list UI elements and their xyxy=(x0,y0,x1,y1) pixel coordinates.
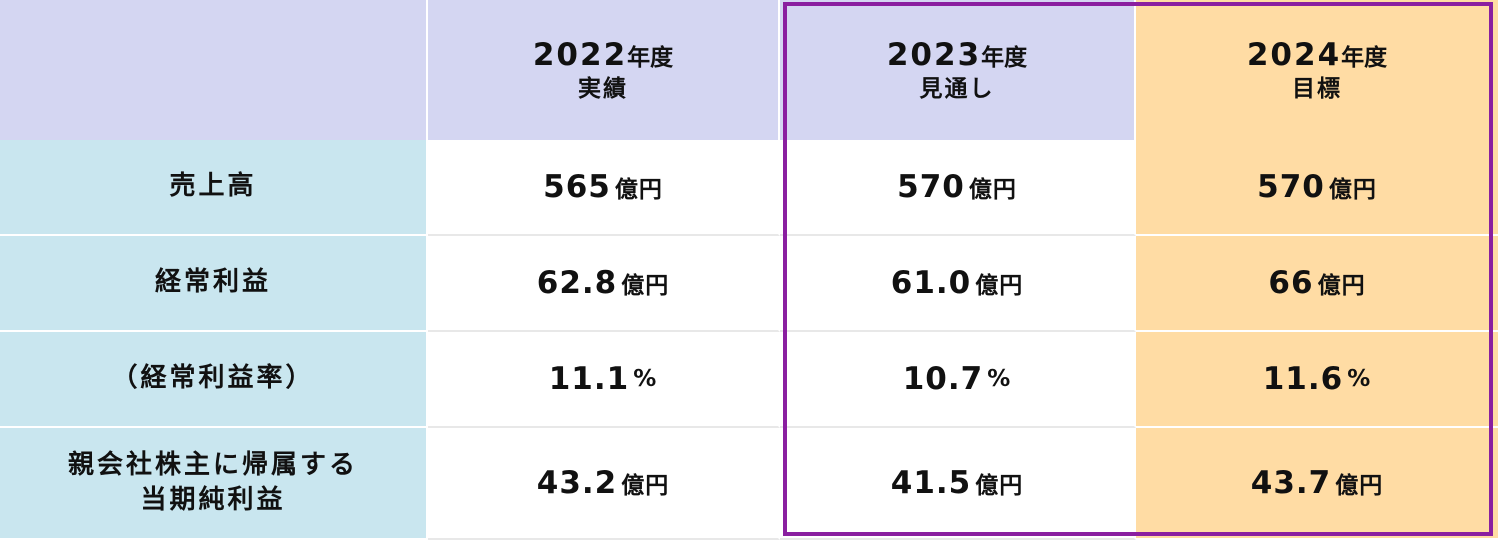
sales-2024: 570 億円 xyxy=(1136,140,1500,236)
header-2024: 2024年度 目標 xyxy=(1136,0,1500,140)
margin-2022-unit: % xyxy=(633,366,658,392)
margin-2023-value: 10.7 xyxy=(902,361,984,397)
net-income-2023: 41.5 億円 xyxy=(780,428,1136,540)
net-income-2022-unit: 億円 xyxy=(621,473,670,499)
header-2022-year-line: 2022年度 xyxy=(533,36,673,75)
net-income-2024-value: 43.7 xyxy=(1250,465,1332,501)
header-2022: 2022年度 実績 xyxy=(428,0,780,140)
ordinary-profit-2023-value: 61.0 xyxy=(890,265,972,301)
sales-2024-unit: 億円 xyxy=(1328,177,1377,203)
sales-2022-value: 565 xyxy=(543,169,611,205)
sales-2023: 570 億円 xyxy=(780,140,1136,236)
margin-2024-unit: % xyxy=(1347,366,1372,392)
sales-2023-unit: 億円 xyxy=(968,177,1017,203)
sales-2024-value: 570 xyxy=(1257,169,1325,205)
header-2023-sub: 見通し xyxy=(919,76,995,102)
header-2022-sub: 実績 xyxy=(578,76,628,102)
row-label-net-income-line2: 当期純利益 xyxy=(140,485,286,515)
header-2024-sub: 目標 xyxy=(1292,76,1342,102)
row-label-net-income: 親会社株主に帰属する 当期純利益 xyxy=(0,428,428,540)
margin-2024-value: 11.6 xyxy=(1262,361,1344,397)
ordinary-profit-2022-unit: 億円 xyxy=(621,273,670,299)
margin-2023-unit: % xyxy=(987,366,1012,392)
net-income-2022: 43.2 億円 xyxy=(428,428,780,540)
margin-2022-value: 11.1 xyxy=(548,361,630,397)
row-label-ordinary-profit: 経常利益 xyxy=(0,236,428,332)
ordinary-profit-2022-value: 62.8 xyxy=(536,265,618,301)
header-2024-year: 2024 xyxy=(1246,37,1342,74)
header-2022-year: 2022 xyxy=(532,37,628,74)
net-income-2024-unit: 億円 xyxy=(1335,473,1384,499)
header-2024-year-line: 2024年度 xyxy=(1247,36,1387,75)
net-income-2022-value: 43.2 xyxy=(536,465,618,501)
ordinary-profit-2024: 66 億円 xyxy=(1136,236,1500,332)
header-2024-suffix: 年度 xyxy=(1341,45,1388,72)
ordinary-profit-2023: 61.0 億円 xyxy=(780,236,1136,332)
sales-2022-unit: 億円 xyxy=(614,177,663,203)
margin-2024: 11.6% xyxy=(1136,332,1500,428)
header-2023: 2023年度 見通し xyxy=(780,0,1136,140)
row-label-net-income-line1: 親会社株主に帰属する xyxy=(67,449,358,480)
ordinary-profit-2024-value: 66 xyxy=(1268,265,1314,301)
net-income-2024: 43.7 億円 xyxy=(1136,428,1500,540)
margin-2022: 11.1% xyxy=(428,332,780,428)
ordinary-profit-2023-unit: 億円 xyxy=(975,273,1024,299)
row-label-ordinary-profit-margin: （経常利益率） xyxy=(0,332,428,428)
header-2022-suffix: 年度 xyxy=(627,45,674,72)
net-income-2023-value: 41.5 xyxy=(890,465,972,501)
sales-2023-value: 570 xyxy=(897,169,965,205)
margin-2023: 10.7% xyxy=(780,332,1136,428)
sales-2022: 565 億円 xyxy=(428,140,780,236)
ordinary-profit-2024-unit: 億円 xyxy=(1317,273,1366,299)
header-corner xyxy=(0,0,428,140)
ordinary-profit-2022: 62.8 億円 xyxy=(428,236,780,332)
header-2023-suffix: 年度 xyxy=(981,45,1028,72)
header-2023-year: 2023 xyxy=(886,37,982,74)
row-label-sales: 売上高 xyxy=(0,140,428,236)
net-income-2023-unit: 億円 xyxy=(975,473,1024,499)
header-2023-year-line: 2023年度 xyxy=(887,36,1027,75)
